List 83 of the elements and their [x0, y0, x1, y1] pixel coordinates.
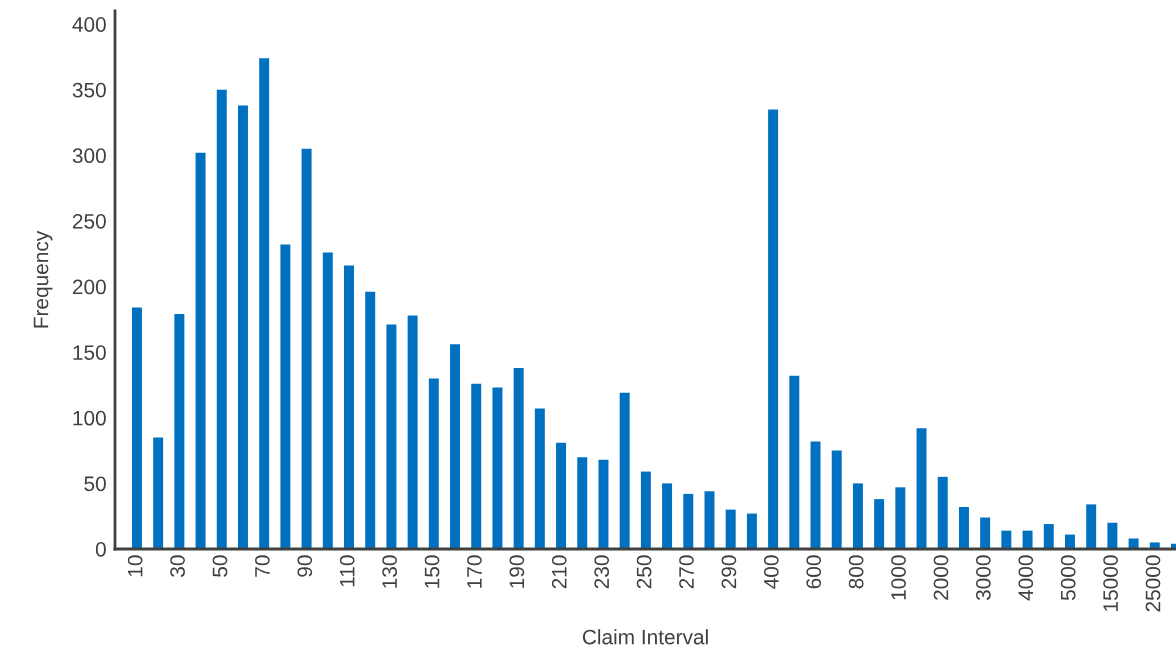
bar [407, 315, 418, 549]
bar [237, 105, 248, 549]
bar [428, 378, 439, 549]
x-tick-label: 250 [636, 555, 652, 589]
y-tick-label: 50 [84, 476, 106, 492]
bar [280, 244, 291, 549]
x-tick-label: 110 [339, 555, 355, 587]
bar [895, 487, 906, 549]
x-tick-label: 5000 [1060, 555, 1076, 601]
x-tick-label: 400 [763, 555, 779, 589]
bar [471, 383, 482, 549]
y-tick-label: 100 [73, 410, 106, 426]
y-tick-label: 300 [72, 148, 106, 164]
x-tick-label: 10 [127, 555, 143, 577]
x-tick-label: 1000 [891, 555, 906, 600]
x-tick-label: 290 [721, 555, 737, 589]
bar [386, 324, 397, 549]
y-tick-label: 400 [72, 17, 106, 32]
bar [916, 428, 927, 549]
bar [216, 89, 227, 549]
x-tick-label: 50 [212, 555, 228, 577]
bar [1149, 542, 1160, 549]
x-tick-label: 800 [848, 555, 864, 589]
x-tick-label: 70 [255, 555, 270, 577]
x-tick-label: 190 [509, 555, 525, 588]
x-tick-label: 2000 [933, 555, 949, 600]
bar [725, 509, 736, 549]
bar [1064, 534, 1075, 549]
y-axis-title: Frequency [33, 230, 53, 328]
x-tick-label: 30 [170, 555, 185, 577]
bar [874, 499, 885, 549]
bar [301, 148, 312, 549]
bar [662, 483, 673, 549]
bar [153, 437, 164, 549]
bar [534, 408, 545, 549]
bar [640, 471, 651, 549]
x-tick-label: 90 [297, 555, 313, 577]
y-tick-label: 250 [72, 213, 106, 229]
bar [1022, 530, 1033, 549]
bar [1043, 524, 1054, 549]
bar [259, 58, 270, 549]
x-tick-label: 25000 [1145, 555, 1161, 612]
bar [450, 344, 461, 549]
x-tick-label: 150 [424, 555, 440, 588]
bar [789, 375, 800, 549]
bar [746, 513, 757, 549]
x-tick-label: 170 [467, 555, 482, 588]
bar [131, 307, 142, 549]
bar [598, 459, 609, 549]
x-tick-label: 230 [594, 555, 610, 589]
bar [1086, 504, 1097, 549]
bar [852, 483, 863, 549]
x-tick-label: 210 [551, 555, 567, 589]
x-tick-label: 600 [806, 555, 822, 589]
bar [556, 442, 567, 549]
y-tick-label: 200 [72, 279, 106, 295]
y-tick-label: 150 [73, 345, 106, 360]
bar [958, 507, 969, 549]
bar [810, 441, 821, 549]
bar [831, 450, 842, 549]
bar [683, 493, 694, 549]
bar [513, 367, 524, 549]
bar [768, 109, 779, 549]
x-tick-label: 130 [382, 555, 397, 588]
bar [1001, 530, 1012, 549]
x-tick-label: 4000 [1018, 555, 1034, 601]
y-tick-label: 0 [95, 542, 106, 557]
bar [1107, 522, 1118, 549]
bar [365, 291, 376, 549]
bar [492, 387, 503, 549]
x-tick-label: 15000 [1103, 555, 1118, 611]
bar [195, 152, 206, 549]
x-axis-title: Claim Interval [582, 629, 708, 645]
bar [980, 517, 991, 549]
bar [937, 476, 948, 549]
bar [322, 252, 333, 549]
x-tick-label: 270 [679, 555, 694, 589]
bar [344, 265, 354, 549]
bar [174, 314, 185, 549]
x-tick-label: 3000 [975, 555, 991, 601]
bar [577, 457, 588, 549]
y-tick-label: 350 [72, 82, 106, 98]
bar [619, 392, 630, 549]
